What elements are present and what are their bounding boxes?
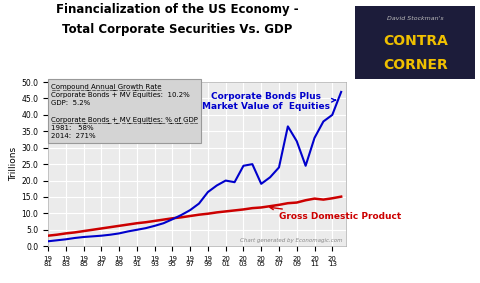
Text: Financialization of the US Economy -: Financialization of the US Economy - <box>56 3 299 16</box>
Y-axis label: Trillions: Trillions <box>10 147 19 181</box>
Text: David Stockman's: David Stockman's <box>387 16 444 22</box>
Text: CONTRA: CONTRA <box>383 34 448 48</box>
Text: C̲o̲m̲p̲o̲u̲n̲d̲ ̲A̲n̲n̲u̲a̲l̲ ̲G̲r̲o̲w̲t̲h̲ ̲R̲a̲t̲e̲
Corporate Bonds + MV Equi: C̲o̲m̲p̲o̲u̲n̲d̲ ̲A̲n̲n̲u̲a̲l̲ ̲G̲r̲o̲w̲… <box>51 84 198 139</box>
Text: Chart generated by Economagic.com: Chart generated by Economagic.com <box>240 238 343 243</box>
Text: CORNER: CORNER <box>383 57 447 72</box>
Text: Gross Domestic Product: Gross Domestic Product <box>270 206 401 221</box>
Text: Total Corporate Securities Vs. GDP: Total Corporate Securities Vs. GDP <box>62 23 293 36</box>
Text: Corporate Bonds Plus
Market Value of  Equities: Corporate Bonds Plus Market Value of Equ… <box>202 92 336 112</box>
